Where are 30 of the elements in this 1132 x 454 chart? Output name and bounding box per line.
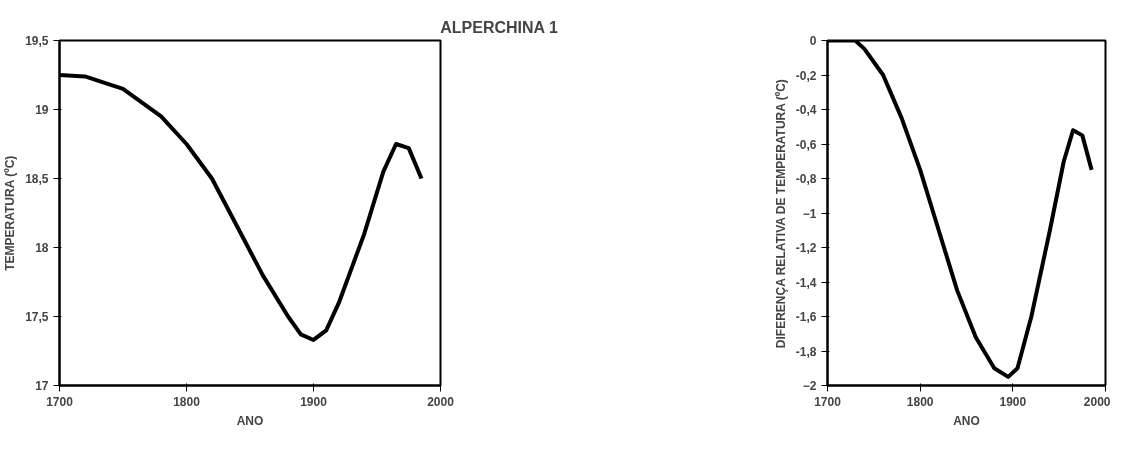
y-tick-label: 18,5 <box>25 172 49 186</box>
y-tick-label: -0,4 <box>795 103 817 117</box>
y-tick-label: 17,5 <box>25 310 49 324</box>
text: ALPERCHINA 1 <box>440 18 559 36</box>
x-tick-label: 1700 <box>46 394 74 409</box>
x-tick-label: 1700 <box>814 394 842 409</box>
y-tick-label: -0,2 <box>795 68 817 83</box>
y-tick-label: -1,8 <box>795 344 817 359</box>
y-tick-label: 19,5 <box>25 34 49 48</box>
y-tick-label: 0 <box>809 34 817 48</box>
y-axis-title: TEMPERATURA (ºC) <box>3 155 18 271</box>
y-tick-label: -1,6 <box>795 310 817 324</box>
y-tick-label: −2 <box>802 379 817 393</box>
y-tick-label: -0,8 <box>795 172 817 186</box>
x-tick-label: 1800 <box>173 394 201 409</box>
x-tick-label: 2000 <box>1083 394 1111 409</box>
y-axis-title: DIFERENÇA RELATIVA DE TEMPERATURA (ºC) <box>773 79 788 349</box>
x-tick-label: 2000 <box>427 394 455 409</box>
y-tick-label: −1 <box>802 206 817 221</box>
x-tick-label: 1800 <box>906 394 934 409</box>
y-tick-label: 19 <box>35 103 49 117</box>
y-tick-label: -1,4 <box>795 275 817 290</box>
x-axis-title: ANO <box>236 413 264 428</box>
x-axis-title: ANO <box>953 413 980 428</box>
y-tick-label: 18 <box>35 241 49 255</box>
x-tick-label: 1900 <box>999 394 1027 409</box>
x-tick-label: 1900 <box>300 394 328 409</box>
y-tick-label: -0,6 <box>795 137 817 152</box>
y-tick-label: -1,2 <box>795 241 817 255</box>
y-tick-label: 17 <box>35 379 49 393</box>
